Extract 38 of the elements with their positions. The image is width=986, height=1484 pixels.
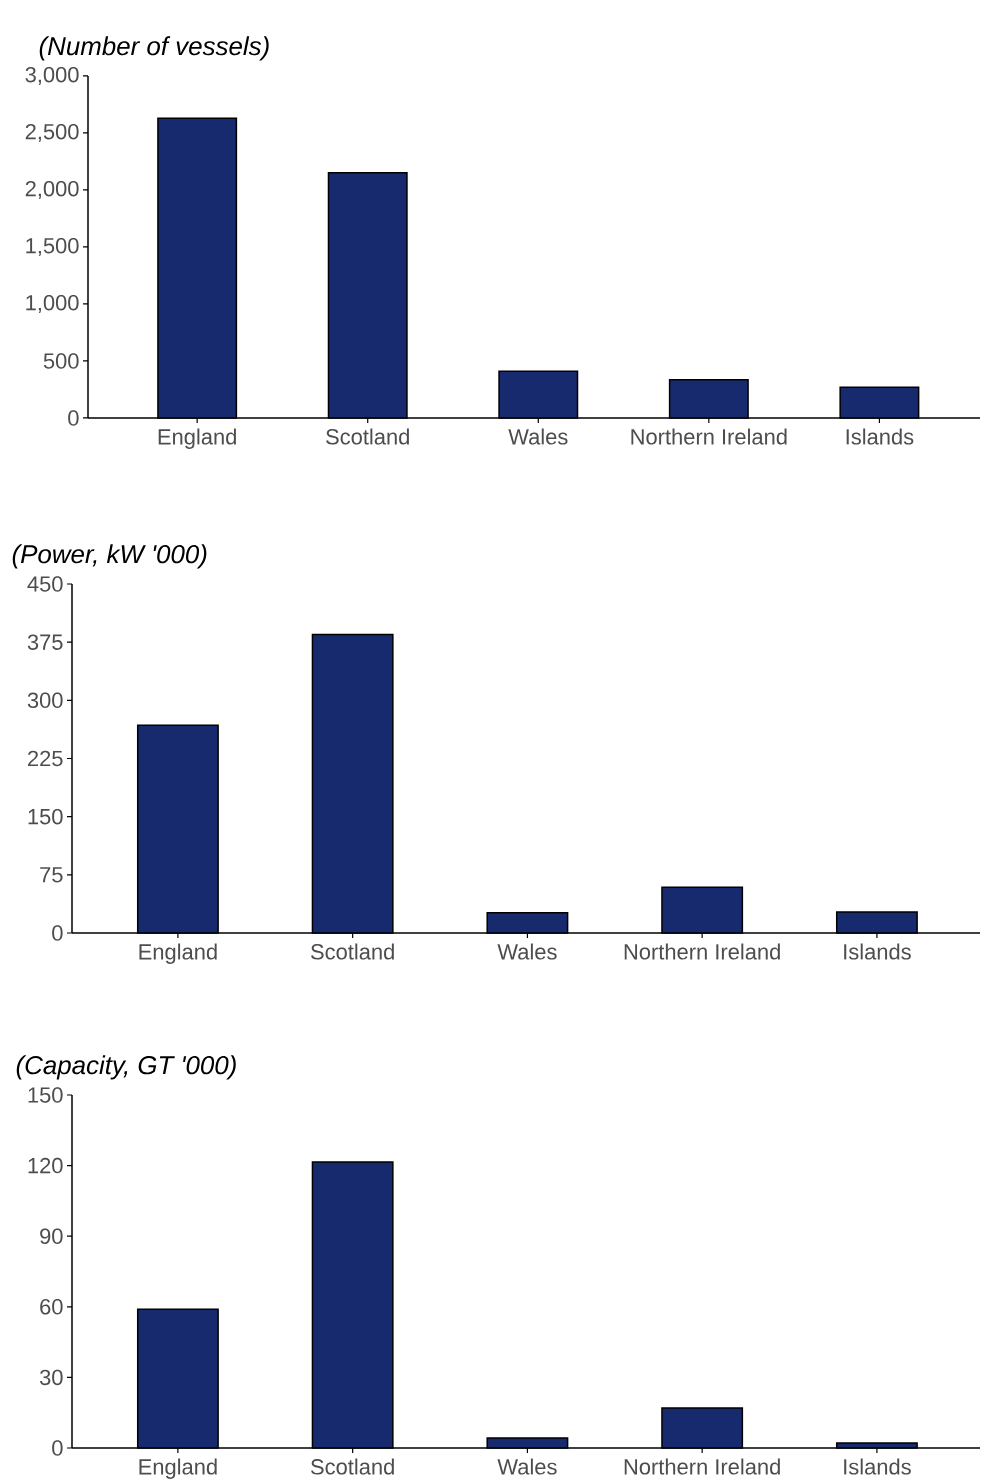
- y-tick-label: 500: [43, 353, 79, 369]
- y-tick-label: 150: [28, 1087, 63, 1103]
- y-tick-label: 150: [28, 808, 63, 825]
- y-tick-label: 1,500: [26, 237, 79, 257]
- x-tick-label: England: [139, 943, 217, 964]
- y-tick-label: 375: [27, 634, 63, 650]
- x-tick-label: Wales: [508, 428, 568, 445]
- x-tick-label: Scotland: [311, 943, 394, 960]
- y-tick-label: 300: [27, 692, 63, 709]
- x-tick-label: Scotland: [311, 1458, 394, 1475]
- x-tick-label: Northern Ireland: [631, 428, 787, 445]
- x-tick-label: Northern Ireland: [624, 943, 780, 960]
- x-tick-label: England: [139, 1458, 217, 1479]
- y-tick-label: 450: [27, 576, 63, 592]
- y-tick-label: 120: [28, 1157, 63, 1174]
- y-tick-label: 0: [68, 410, 79, 426]
- y-tick-label: 0: [52, 925, 63, 941]
- x-tick-label: Wales: [497, 1458, 557, 1475]
- y-tick-label: 75: [40, 867, 63, 883]
- x-tick-label: England: [158, 428, 236, 449]
- y-tick-label: 225: [28, 750, 63, 767]
- y-tick-label: 30: [39, 1369, 63, 1386]
- y-axis-title: (Number of vessels): [39, 36, 269, 61]
- x-tick-label: Islands: [846, 428, 914, 445]
- y-tick-label: 90: [40, 1228, 63, 1244]
- y-tick-label: 1,000: [26, 294, 79, 314]
- y-tick-label: 2,500: [25, 123, 79, 143]
- x-tick-label: Northern Ireland: [624, 1458, 780, 1475]
- x-tick-label: Scotland: [326, 428, 409, 445]
- y-axis-title: (Capacity, GT '000): [16, 1055, 236, 1080]
- y-axis-title: (Power, kW '000): [12, 544, 207, 569]
- x-tick-label: Wales: [497, 943, 557, 960]
- x-tick-label: Islands: [844, 943, 911, 960]
- y-tick-label: 3,000: [25, 66, 79, 86]
- x-tick-label: Islands: [844, 1458, 911, 1475]
- y-tick-label: 2,000: [25, 180, 79, 200]
- y-tick-label: 0: [52, 1440, 63, 1456]
- y-tick-label: 60: [40, 1299, 63, 1315]
